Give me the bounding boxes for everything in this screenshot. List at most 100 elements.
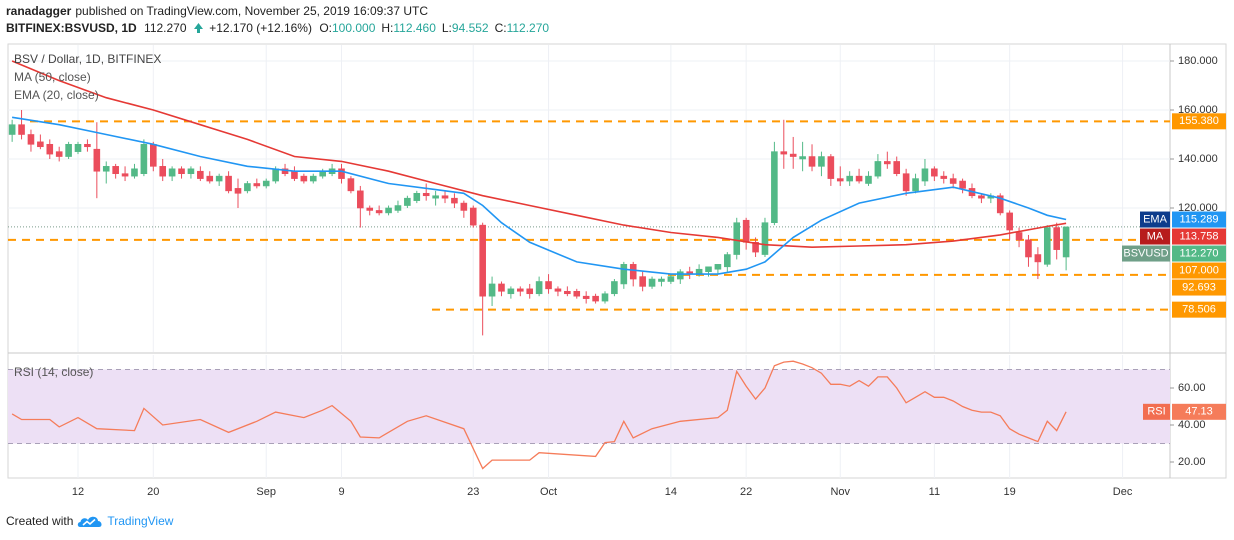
candle-body bbox=[262, 180, 270, 187]
candle-body bbox=[385, 207, 392, 214]
candle-body bbox=[187, 168, 195, 174]
x-tick-label: 9 bbox=[338, 486, 344, 498]
candle-body bbox=[234, 188, 242, 194]
candle-body bbox=[1006, 212, 1013, 231]
x-tick-label: Dec bbox=[1113, 486, 1133, 498]
candle-body bbox=[244, 183, 251, 192]
candle-body bbox=[846, 175, 853, 182]
candle-body bbox=[112, 166, 119, 174]
legend-ema: EMA (20, close) bbox=[14, 88, 99, 102]
ohlc: O:100.000 H:112.460 L:94.552 C:112.270 bbox=[319, 21, 555, 35]
label-value: 47.13 bbox=[1185, 406, 1213, 418]
ohlc-value: 100.000 bbox=[331, 21, 376, 35]
label-value: 113.758 bbox=[1180, 230, 1219, 242]
x-tick-label: 12 bbox=[72, 486, 84, 498]
footer-brand[interactable]: TradingView bbox=[107, 514, 174, 528]
candle-body bbox=[18, 124, 25, 135]
candle-body bbox=[884, 161, 891, 165]
y-tick-label: 60.00 bbox=[1178, 382, 1206, 394]
label-value: 78.506 bbox=[1182, 304, 1216, 316]
candle-body bbox=[37, 141, 44, 148]
candle-body bbox=[102, 166, 110, 172]
author[interactable]: ranadagger bbox=[6, 4, 72, 18]
candle-body bbox=[413, 192, 421, 201]
candle-body bbox=[422, 192, 430, 197]
candle-body bbox=[912, 178, 919, 192]
candle-body bbox=[178, 168, 185, 174]
candle-body bbox=[394, 205, 402, 211]
candle-body bbox=[573, 290, 581, 297]
candle-body bbox=[714, 264, 722, 270]
ohlc-key: O: bbox=[319, 21, 332, 35]
candle-body bbox=[526, 288, 534, 295]
symbol-line: BITFINEX:BSVUSD, 1D 112.270 +12.170 (+12… bbox=[6, 21, 559, 35]
candle-body bbox=[1015, 232, 1023, 241]
legend-ma: MA (50, close) bbox=[14, 70, 91, 84]
ohlc-key: L: bbox=[441, 21, 452, 35]
label-value: 107.000 bbox=[1179, 264, 1219, 276]
candle-body bbox=[535, 281, 543, 295]
label-box bbox=[1172, 403, 1226, 420]
label-box bbox=[1172, 228, 1226, 245]
candle-body bbox=[752, 241, 759, 253]
candle-body bbox=[441, 195, 449, 199]
candle-body bbox=[893, 161, 901, 174]
pane-title: BSV / Dollar, 1D, BITFINEX bbox=[14, 52, 161, 66]
overlay-line bbox=[11, 60, 1067, 249]
candle-body bbox=[676, 271, 684, 280]
ohlc-value: 112.270 bbox=[506, 21, 550, 35]
candle-body bbox=[375, 210, 383, 214]
label-box bbox=[1172, 301, 1226, 318]
last-price: 112.270 bbox=[144, 21, 187, 35]
ohlc-key: H: bbox=[381, 21, 394, 35]
x-tick-label: 22 bbox=[740, 486, 752, 498]
x-tick-label: 11 bbox=[929, 486, 940, 498]
candle-body bbox=[921, 168, 929, 182]
candle-body bbox=[648, 278, 656, 287]
candle-body bbox=[601, 293, 609, 302]
x-tick-label: 20 bbox=[147, 486, 159, 498]
ohlc-value: 112.460 bbox=[393, 21, 436, 35]
candle-body bbox=[74, 143, 82, 152]
candle-body bbox=[865, 175, 872, 184]
candle-body bbox=[140, 143, 148, 174]
candle-body bbox=[168, 168, 176, 177]
candle-body bbox=[93, 148, 101, 172]
candle-body bbox=[338, 168, 345, 179]
change: +12.170 (+12.16%) bbox=[209, 21, 312, 35]
candle-body bbox=[611, 281, 618, 295]
candle-body bbox=[253, 183, 261, 187]
candle-body bbox=[742, 219, 750, 243]
candle-body bbox=[771, 151, 778, 223]
candle-body bbox=[507, 288, 515, 295]
label-tag: EMA bbox=[1143, 213, 1168, 225]
candle-body bbox=[799, 156, 806, 160]
y-tick-label: 180.000 bbox=[1178, 55, 1218, 67]
candle-body bbox=[432, 195, 439, 199]
rsi-band bbox=[8, 369, 1170, 444]
rsi-line bbox=[11, 360, 1067, 470]
label-tag: MA bbox=[1147, 230, 1164, 242]
candle-body bbox=[940, 175, 948, 179]
candle-body bbox=[808, 156, 816, 167]
label-box bbox=[1172, 211, 1226, 228]
candle-body bbox=[874, 161, 882, 177]
ohlc-key: C: bbox=[494, 21, 507, 35]
candle-body bbox=[592, 295, 599, 302]
candle-body bbox=[667, 276, 675, 282]
candle-body bbox=[347, 178, 355, 192]
label-box bbox=[1172, 262, 1226, 279]
candle-body bbox=[121, 173, 129, 177]
rsi-title: RSI (14, close) bbox=[14, 365, 93, 379]
y-tick-label: 160.000 bbox=[1178, 104, 1218, 116]
candle-body bbox=[554, 288, 562, 292]
candle-body bbox=[215, 175, 223, 182]
candle-body bbox=[8, 124, 16, 135]
candle-body bbox=[902, 173, 910, 192]
x-tick-label: Nov bbox=[830, 486, 850, 498]
logo bbox=[78, 516, 102, 527]
candle-body bbox=[479, 224, 486, 297]
candle-body bbox=[733, 222, 741, 255]
candle-body bbox=[65, 143, 72, 157]
